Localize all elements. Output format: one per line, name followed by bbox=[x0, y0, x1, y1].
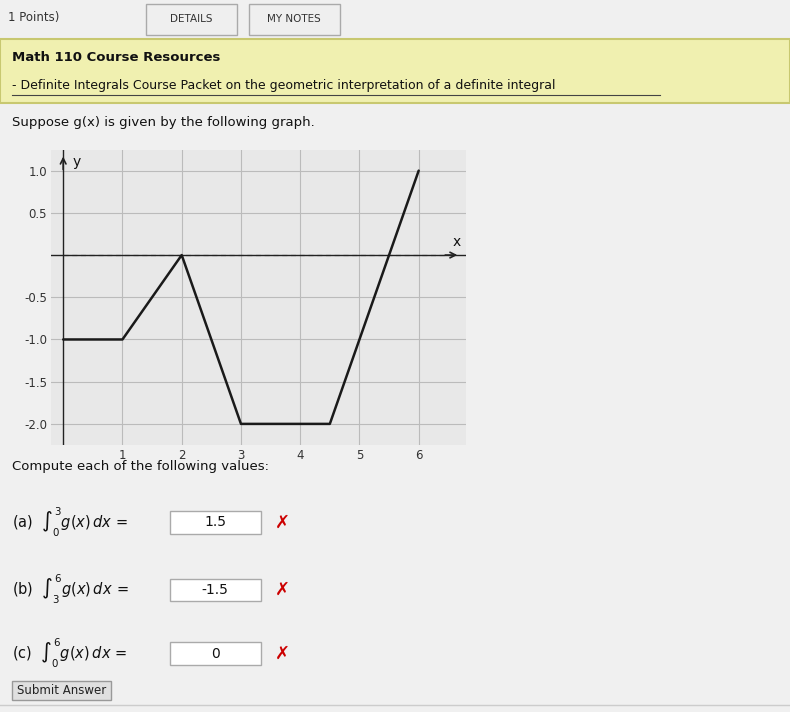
Text: 0: 0 bbox=[211, 646, 220, 661]
Text: (b)  $\int_3^6 g(x)\,dx\,=$: (b) $\int_3^6 g(x)\,dx\,=$ bbox=[12, 573, 129, 607]
Text: ✗: ✗ bbox=[275, 644, 290, 663]
FancyBboxPatch shape bbox=[12, 681, 111, 700]
Text: DETAILS: DETAILS bbox=[171, 14, 213, 23]
Text: Compute each of the following values:: Compute each of the following values: bbox=[12, 460, 269, 473]
Text: Math 110 Course Resources: Math 110 Course Resources bbox=[12, 51, 220, 63]
Text: MY NOTES: MY NOTES bbox=[267, 14, 322, 23]
Text: ✗: ✗ bbox=[275, 581, 290, 599]
Text: (c)  $\int_0^6 g(x)\,dx\,=$: (c) $\int_0^6 g(x)\,dx\,=$ bbox=[12, 637, 127, 671]
Text: 1 Points): 1 Points) bbox=[8, 11, 59, 24]
Text: (a)  $\int_0^3 g(x)\,dx\,=$: (a) $\int_0^3 g(x)\,dx\,=$ bbox=[12, 506, 128, 539]
FancyBboxPatch shape bbox=[170, 642, 261, 665]
Text: - Definite Integrals Course Packet on the geometric interpretation of a definite: - Definite Integrals Course Packet on th… bbox=[12, 79, 555, 92]
FancyBboxPatch shape bbox=[170, 511, 261, 534]
Text: Submit Answer: Submit Answer bbox=[17, 684, 106, 697]
Text: ✗: ✗ bbox=[275, 513, 290, 531]
Text: x: x bbox=[453, 235, 461, 249]
FancyBboxPatch shape bbox=[170, 579, 261, 601]
Text: 1.5: 1.5 bbox=[205, 515, 226, 530]
FancyBboxPatch shape bbox=[249, 4, 340, 36]
FancyBboxPatch shape bbox=[146, 4, 237, 36]
Text: y: y bbox=[72, 155, 81, 169]
Text: Suppose g(x) is given by the following graph.: Suppose g(x) is given by the following g… bbox=[12, 115, 314, 129]
FancyBboxPatch shape bbox=[0, 39, 790, 103]
Text: -1.5: -1.5 bbox=[201, 582, 229, 597]
